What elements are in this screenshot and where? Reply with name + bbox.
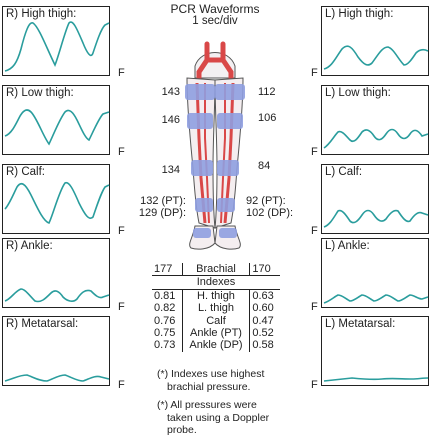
pressure-left-high-thigh: 112 <box>258 86 276 98</box>
panel-label: R) High thigh: <box>6 8 77 20</box>
panel-label: L) Ankle: <box>325 240 370 252</box>
panel-label: L) High thigh: <box>325 8 394 20</box>
index-site: Calf <box>206 314 226 327</box>
flow-unit-label: F <box>311 225 318 237</box>
waveform-panel-right-calf: R) Calf: <box>2 164 110 234</box>
panel-label: R) Ankle: <box>6 240 53 252</box>
brachial-row: 177 Brachial 170 <box>152 263 280 276</box>
brachial-label: Brachial <box>196 263 236 275</box>
note-line: taken using a Doppler <box>167 411 270 424</box>
waveform-panel-left-low-thigh: L) Low thigh: <box>321 85 429 155</box>
waveform-panel-right-high-thigh: R) High thigh: <box>2 6 110 76</box>
indexes-header-row: Indexes <box>152 276 280 290</box>
pressure-right-low-thigh: 146 <box>161 114 180 126</box>
waveform-trace <box>4 374 110 382</box>
flow-unit-label: F <box>311 301 318 313</box>
waveform-trace <box>323 45 429 70</box>
table-row: 0.73 Ankle (DP) 0.58 <box>152 339 280 352</box>
note-line: probe. <box>167 424 197 436</box>
waveform-panel-right-metatarsal: R) Metatarsal: <box>2 316 110 386</box>
time-scale-label: 1 sec/div <box>192 15 238 27</box>
waveform-trace <box>323 209 429 228</box>
waveform-trace <box>4 181 110 224</box>
flow-unit-label: F <box>118 146 125 158</box>
index-right-value: 0.73 <box>152 339 183 352</box>
flow-unit-label: F <box>311 67 318 79</box>
flow-unit-label: F <box>118 225 125 237</box>
index-right-value: 0.81 <box>152 289 183 303</box>
waveform-trace <box>4 288 110 303</box>
table-row: 0.82 L. thigh 0.60 <box>152 302 280 315</box>
waveform-panel-left-metatarsal: L) Metatarsal: <box>321 316 429 386</box>
flow-unit-label: F <box>311 379 318 391</box>
panel-label: L) Metatarsal: <box>325 318 396 330</box>
waveform-panel-right-low-thigh: R) Low thigh: <box>2 85 110 155</box>
index-note: (*) Indexes use highest brachial pressur… <box>157 368 264 393</box>
panel-label: R) Metatarsal: <box>6 318 79 330</box>
waveform-panel-right-ankle: R) Ankle: <box>2 238 110 308</box>
panel-label: L) Calf: <box>325 166 363 178</box>
index-left-value: 0.58 <box>249 339 280 352</box>
indexes-header: Indexes <box>196 276 236 289</box>
index-table: 177 Brachial 170 Indexes 0.81 H. thigh 0… <box>152 263 280 352</box>
waveform-trace <box>323 377 429 382</box>
pressure-right-high-thigh: 143 <box>161 86 180 98</box>
table-row: 0.75 Ankle (PT) 0.52 <box>152 327 280 340</box>
waveform-panel-left-high-thigh: L) High thigh: <box>321 6 429 76</box>
doppler-note: (*) All pressures were taken using a Dop… <box>157 399 269 437</box>
pressure-left-low-thigh: 106 <box>258 112 277 124</box>
panel-label: R) Calf: <box>6 166 45 178</box>
index-right-value: 0.75 <box>152 327 183 340</box>
index-left-value: 0.52 <box>249 327 280 340</box>
waveform-trace <box>323 128 429 149</box>
waveform-panel-left-ankle: L) Ankle: <box>321 238 429 308</box>
index-right-value: 0.76 <box>152 314 183 328</box>
page-title: PCR Waveforms <box>170 2 260 16</box>
table-row: 0.81 H. thigh 0.63 <box>152 289 280 303</box>
pressure-right-calf: 134 <box>161 164 180 176</box>
note-line: (*) All pressures were <box>157 399 257 411</box>
pressure-right-dp: 129 (DP): <box>138 207 186 219</box>
index-site: H. thigh <box>197 289 235 302</box>
pressure-left-dp: 102 (DP): <box>246 207 294 219</box>
waveform-panel-left-calf: L) Calf: <box>321 164 429 234</box>
pressure-left-calf: 84 <box>258 160 271 172</box>
note-line: (*) Indexes use highest <box>157 368 265 380</box>
flow-unit-label: F <box>118 379 125 391</box>
legs-illustration <box>185 41 245 250</box>
index-site: Ankle (DP) <box>189 339 243 352</box>
index-site: L. thigh <box>197 302 235 315</box>
brachial-left-value: 170 <box>249 263 280 276</box>
panel-label: L) Low thigh: <box>325 87 391 99</box>
waveform-trace <box>323 294 429 304</box>
index-left-value: 0.63 <box>249 289 280 303</box>
pressure-left-pt: 92 (PT): <box>246 195 286 207</box>
index-site: Ankle (PT) <box>190 327 242 340</box>
panel-label: R) Low thigh: <box>6 87 74 99</box>
waveform-trace <box>4 21 110 72</box>
waveform-trace <box>4 109 110 146</box>
flow-unit-label: F <box>118 301 125 313</box>
index-right-value: 0.82 <box>152 302 183 315</box>
flow-unit-label: F <box>118 67 125 79</box>
index-left-value: 0.60 <box>249 302 280 315</box>
index-left-value: 0.47 <box>249 314 280 328</box>
flow-unit-label: F <box>311 146 318 158</box>
table-row: 0.76 Calf 0.47 <box>152 314 280 328</box>
brachial-right-value: 177 <box>152 263 183 276</box>
note-line: brachial pressure. <box>167 380 251 393</box>
pressure-right-pt: 132 (PT): <box>140 195 186 207</box>
